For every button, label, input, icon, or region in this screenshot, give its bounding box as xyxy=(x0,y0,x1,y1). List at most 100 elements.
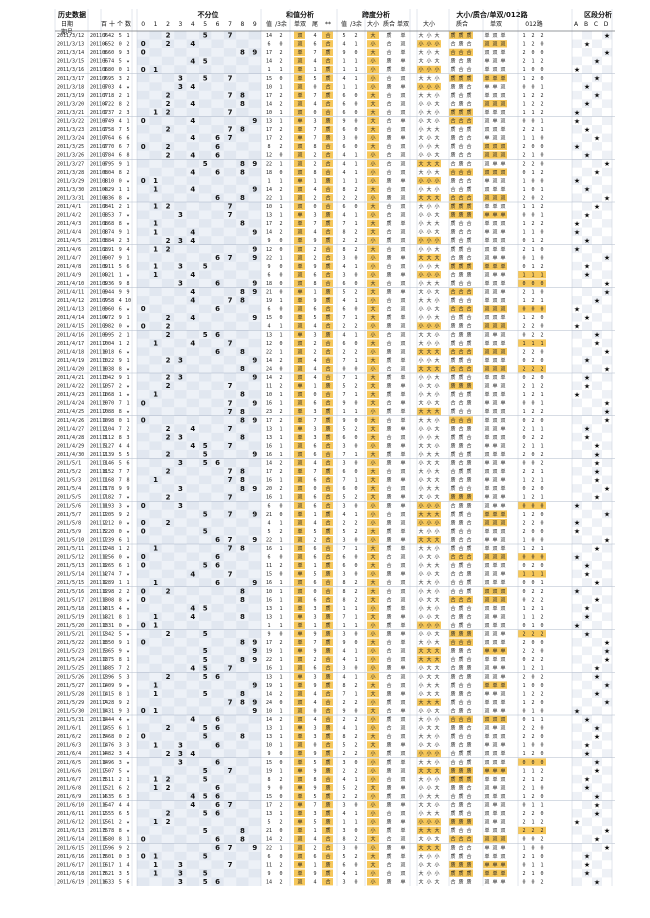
cell-text: 2011/5/5 xyxy=(57,495,81,501)
cell-text: 4 xyxy=(190,425,195,433)
cell-text: 双 xyxy=(297,401,302,407)
cell-text: 4 xyxy=(342,213,345,219)
grid-cell xyxy=(248,620,261,630)
cell-text: 合 xyxy=(386,126,391,133)
cell-text: 大 xyxy=(418,348,423,355)
cell-text: 1 xyxy=(522,93,525,99)
grid-cell xyxy=(161,441,175,450)
table-row: ★ xyxy=(137,492,612,502)
cell-text: 小 xyxy=(426,58,431,65)
cell-text: 单 xyxy=(484,237,489,244)
highlight-cell xyxy=(367,373,379,381)
cell-text: 3 xyxy=(342,572,345,578)
cell-text: 质 xyxy=(466,571,471,578)
cell-text: 4 xyxy=(190,613,195,621)
cell-text: 1 xyxy=(342,623,345,629)
cell-text: 合 xyxy=(386,588,391,595)
grid-cell xyxy=(223,552,237,562)
highlight-cell xyxy=(367,689,379,698)
cell-text: 合 xyxy=(386,152,391,159)
cell-text: 合 xyxy=(458,673,463,680)
highlight-cell xyxy=(322,330,333,339)
grid-cell xyxy=(174,99,187,108)
cell-text: 1 xyxy=(279,580,282,586)
cell-text: 合 xyxy=(466,707,471,714)
grid-cell xyxy=(248,475,261,485)
cell-text: 7 xyxy=(111,443,114,449)
highlight-cell xyxy=(322,450,333,458)
cell-text: 1 xyxy=(279,435,282,441)
grid-cell xyxy=(236,253,249,262)
grid-cell xyxy=(137,90,150,100)
cell-text: 1 xyxy=(354,820,357,826)
zone-star-icon: ★ xyxy=(594,203,600,211)
highlight-cell xyxy=(322,356,333,364)
cell-text: 2 xyxy=(279,144,282,150)
grid-cell xyxy=(199,390,212,399)
cell-text: 合 xyxy=(458,391,463,398)
grid-cell xyxy=(592,373,602,382)
table-row: ★ xyxy=(137,321,612,331)
cell-text: 1 xyxy=(531,238,534,244)
cell-text: 大 xyxy=(426,460,431,467)
cell-text: 大 xyxy=(434,434,439,441)
cell-text: 1 xyxy=(153,690,158,698)
cell-text: 6 xyxy=(342,563,345,569)
zone-star-icon: ★ xyxy=(594,724,600,732)
highlight-cell xyxy=(425,159,433,168)
highlight-cell xyxy=(294,689,305,698)
grid-cell xyxy=(572,672,582,681)
cell-text: 双 xyxy=(500,101,505,107)
cell-text: 4 xyxy=(111,426,114,432)
cell-text: 合 xyxy=(466,716,471,723)
cell-text: 小 xyxy=(434,579,439,586)
cell-text: 2 xyxy=(531,315,534,321)
grid-cell xyxy=(174,313,187,322)
grid-cell xyxy=(199,99,212,108)
grid-cell xyxy=(602,347,612,356)
cell-text: 大 xyxy=(434,100,439,107)
cell-text: 大 xyxy=(434,357,439,364)
grid-cell xyxy=(161,56,175,66)
cell-text: 0 xyxy=(531,452,534,458)
cell-text: 1 xyxy=(153,177,158,185)
cell-text: 2 xyxy=(531,700,534,706)
cell-text: 1 xyxy=(279,452,282,458)
grid-cell xyxy=(582,509,592,519)
cell-text: 单 xyxy=(492,83,497,90)
cell-text: 6 xyxy=(103,170,106,176)
cell-text: 大 xyxy=(370,742,375,749)
grid-cell xyxy=(236,826,249,835)
grid-cell xyxy=(211,65,224,74)
cell-text: 单 xyxy=(297,802,302,809)
cell-text: 1 xyxy=(540,84,543,90)
cell-text: 大 xyxy=(434,365,439,372)
cell-text: 4 xyxy=(313,700,316,706)
cell-text: 2011/4/6 xyxy=(57,247,81,253)
grid-cell xyxy=(572,509,582,519)
cell-text: 1 xyxy=(279,298,282,304)
cell-text: 4 xyxy=(103,606,106,612)
cell-text: 合 xyxy=(325,186,330,193)
cell-text: 0 xyxy=(540,324,543,330)
cell-text: 双 xyxy=(492,366,497,372)
highlight-cell xyxy=(367,527,379,535)
cell-text: 2011082 xyxy=(90,187,111,193)
grid-cell xyxy=(248,774,261,784)
cell-text: 质 xyxy=(450,631,455,638)
highlight-cell xyxy=(294,151,305,159)
cell-text: 合 xyxy=(466,802,471,809)
cell-text: 0 xyxy=(531,503,534,509)
grid-cell xyxy=(174,193,187,202)
table-row: ★ xyxy=(137,407,612,416)
cell-text: 小 xyxy=(418,596,423,603)
cell-text: 小 xyxy=(370,827,375,834)
grid-cell xyxy=(248,253,261,262)
cell-text: 6 xyxy=(313,666,316,672)
table-row: ★ xyxy=(55,543,615,553)
cell-text: 双 xyxy=(484,272,489,278)
grid-cell xyxy=(602,663,612,673)
cell-text: 5 xyxy=(342,384,345,390)
cell-text: 合 xyxy=(325,844,330,851)
grid-cell xyxy=(236,620,249,630)
